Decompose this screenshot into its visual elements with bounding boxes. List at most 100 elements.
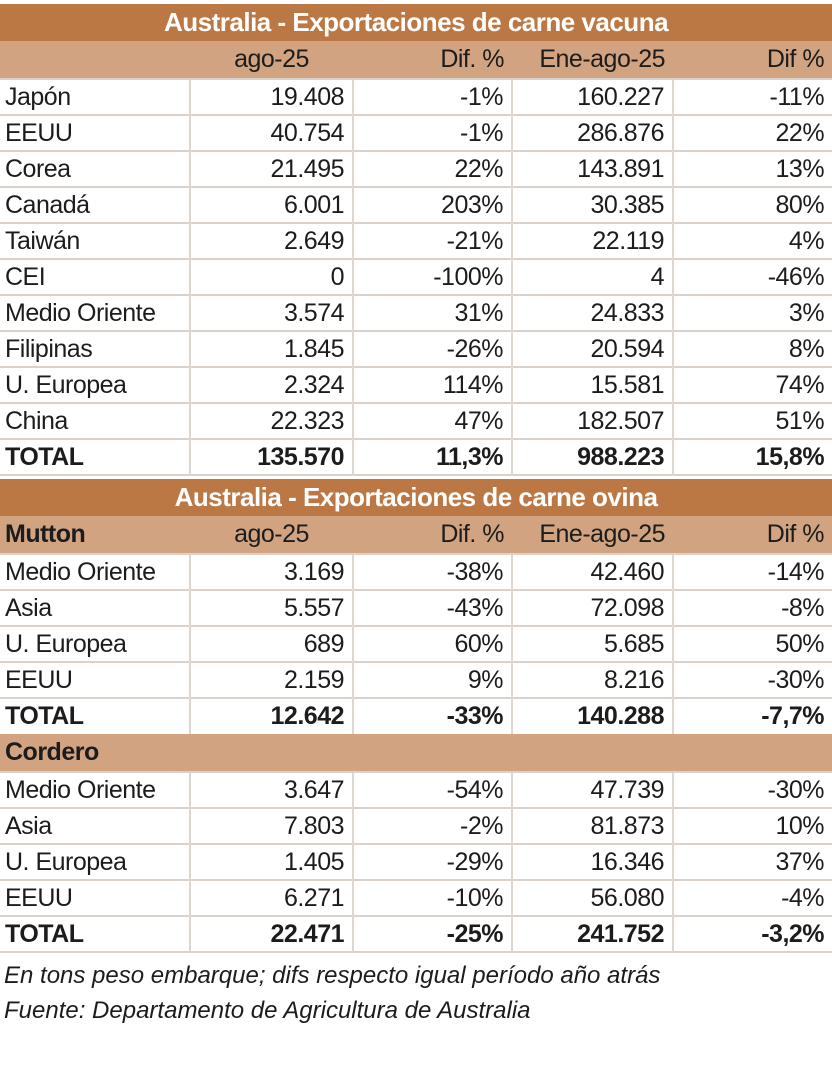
cell-value: -29% [352,843,512,880]
cell-value: 56.080 [511,879,673,916]
table-row: EEUU 40.754 -1% 286.876 22% [0,114,832,151]
table-row: China 22.323 47% 182.507 51% [0,402,832,439]
cell-value: 11,3% [352,438,512,475]
cell-value: 8.216 [511,661,673,698]
cell-value: 15,8% [671,438,832,475]
row-label: Medio Oriente [0,294,190,331]
cell-value: 241.752 [511,915,673,952]
row-label: Corea [0,150,190,187]
table-row: Japón 19.408 -1% 160.227 -11% [0,78,832,115]
table-row: U. Europea 2.324 114% 15.581 74% [0,366,832,403]
cell-value: 2.159 [189,661,353,698]
cell-value: 286.876 [511,114,673,151]
column-header: Dif % [673,516,832,554]
cell-value: -7,7% [671,697,832,734]
table-row: EEUU 6.271 -10% 56.080 -4% [0,879,832,916]
beef-table-title-row: Australia - Exportaciones de carne vacun… [0,4,832,41]
cell-value: 5.685 [511,625,673,662]
footnote-line: Fuente: Departamento de Agricultura de A… [4,997,531,1024]
cell-value: 1.405 [189,843,353,880]
cell-value: 12.642 [189,697,353,734]
cell-value: 13% [671,150,832,187]
cell-value: -2% [352,807,512,844]
cell-value: 16.346 [511,843,673,880]
cell-value: 3.647 [189,771,353,808]
cell-value: 37% [671,843,832,880]
row-label: TOTAL [0,915,190,952]
cell-value: 140.288 [511,697,673,734]
cell-value: 9% [352,661,512,698]
cell-value: -10% [352,879,512,916]
cell-value: 160.227 [511,78,673,115]
cell-value: 22.471 [189,915,353,952]
footnote-line: En tons peso embarque; difs respecto igu… [4,962,661,989]
corner-cell [0,41,190,79]
column-header: Ene-ago-25 [512,41,673,79]
cell-value: -30% [671,771,832,808]
cell-value: 10% [671,807,832,844]
cell-value: 72.098 [511,589,673,626]
cell-value: 47% [352,402,512,439]
row-label: U. Europea [0,625,190,662]
table-row: Medio Oriente 3.169 -38% 42.460 -14% [0,553,832,590]
cell-value: 21.495 [189,150,353,187]
mutton-header-row: Mutton ago-25 Dif. % Ene-ago-25 Dif % [0,516,832,554]
cell-value: -21% [352,222,512,259]
cordero-section-row: Cordero [0,734,832,772]
row-label: Canadá [0,186,190,223]
row-label: Japón [0,78,190,115]
table-row: Canadá 6.001 203% 30.385 80% [0,186,832,223]
total-row: TOTAL 22.471 -25% 241.752 -3,2% [0,915,832,952]
cell-value: 3.169 [189,553,353,590]
cell-value: 80% [671,186,832,223]
export-report: Australia - Exportaciones de carne vacun… [0,4,832,1024]
cell-value: 1.845 [189,330,353,367]
table-row: CEI 0 -100% 4 -46% [0,258,832,295]
total-row: TOTAL 12.642 -33% 140.288 -7,7% [0,697,832,734]
column-header: Dif. % [353,41,512,79]
cell-value: -25% [352,915,512,952]
row-label: China [0,402,190,439]
cell-value: 42.460 [511,553,673,590]
row-label: Asia [0,589,190,626]
row-label: EEUU [0,661,190,698]
cell-value: 689 [189,625,353,662]
cell-value: -3,2% [671,915,832,952]
cell-value: 40.754 [189,114,353,151]
cell-value: 4% [671,222,832,259]
cell-value: 19.408 [189,78,353,115]
row-label: Taiwán [0,222,190,259]
cell-value: -54% [352,771,512,808]
table-row: Asia 7.803 -2% 81.873 10% [0,807,832,844]
cell-value: -8% [671,589,832,626]
total-row: TOTAL 135.570 11,3% 988.223 15,8% [0,438,832,475]
cell-value: 114% [352,366,512,403]
cell-value: -100% [352,258,512,295]
column-header: Ene-ago-25 [512,516,673,554]
cell-value: 81.873 [511,807,673,844]
cell-value: 143.891 [511,150,673,187]
cell-value: 3% [671,294,832,331]
column-header: Dif % [673,41,832,79]
cell-value: 20.594 [511,330,673,367]
cell-value: 60% [352,625,512,662]
cell-value: 31% [352,294,512,331]
sheep-table-title: Australia - Exportaciones de carne ovina [0,479,832,516]
row-label: CEI [0,258,190,295]
beef-table-header-row: ago-25 Dif. % Ene-ago-25 Dif % [0,41,832,79]
cell-value: 15.581 [511,366,673,403]
cell-value: 22% [671,114,832,151]
cell-value: 6.271 [189,879,353,916]
cell-value: -33% [352,697,512,734]
cell-value: -26% [352,330,512,367]
row-label: Medio Oriente [0,771,190,808]
cell-value: 182.507 [511,402,673,439]
column-header: ago-25 [190,516,353,554]
cell-value: 5.557 [189,589,353,626]
cell-value: 50% [671,625,832,662]
cell-value: 6.001 [189,186,353,223]
cell-value: 22.119 [511,222,673,259]
cell-value: 51% [671,402,832,439]
cell-value: -14% [671,553,832,590]
row-label: Medio Oriente [0,553,190,590]
